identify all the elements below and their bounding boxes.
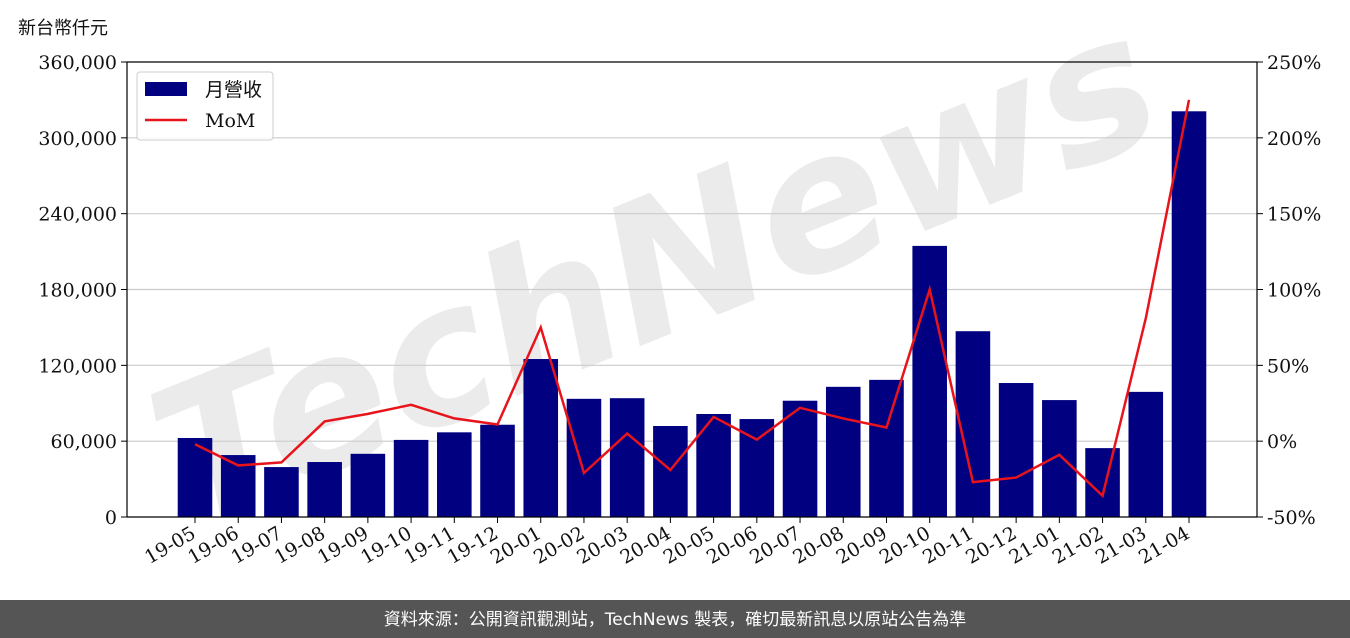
bar (566, 398, 602, 517)
y2-tick-label: 200% (1267, 128, 1321, 150)
y-tick-label: 120,000 (38, 355, 117, 377)
bar (609, 398, 645, 517)
y-tick-label: 180,000 (38, 280, 117, 302)
y2-tick-label: -50% (1267, 507, 1316, 529)
y2-tick-label: 0% (1267, 431, 1297, 453)
y-tick-label: 60,000 (51, 431, 117, 453)
bar (350, 453, 386, 517)
bar (523, 359, 559, 517)
y2-tick-label: 150% (1267, 204, 1321, 226)
y2-tick-label: 100% (1267, 280, 1321, 302)
bar (955, 331, 991, 517)
bar (1085, 448, 1120, 517)
legend-label: 月營收 (205, 79, 262, 101)
y-tick-label: 300,000 (38, 128, 117, 150)
bar (393, 439, 429, 517)
line (194, 99, 1191, 499)
bar (1042, 400, 1077, 517)
bar (1171, 111, 1207, 518)
bar (998, 383, 1034, 517)
bar (1128, 391, 1164, 517)
bar (696, 413, 731, 517)
bar (480, 424, 515, 517)
y-tick-label: 240,000 (38, 204, 117, 226)
legend-swatch (145, 82, 187, 96)
y2-tick-label: 50% (1267, 355, 1309, 377)
bar (782, 400, 818, 517)
y-tick-label: 360,000 (38, 52, 117, 74)
plot-frame (126, 61, 1258, 518)
y2-tick-label: 250% (1267, 52, 1321, 74)
bar (825, 386, 861, 517)
footer-band (0, 600, 1350, 638)
bar (739, 419, 775, 517)
bar (264, 467, 299, 517)
y-tick-label: 0 (105, 507, 117, 529)
bar (307, 462, 342, 517)
y-axis-label: 新台幣仟元 (18, 18, 108, 39)
bar (437, 432, 472, 517)
legend-label: MoM (205, 110, 255, 132)
x-tick-label: 21-04 (1135, 522, 1193, 568)
bar (869, 379, 904, 517)
footer-text: 資料來源：公開資訊觀測站，TechNews 製表，確切最新訊息以原站公告為準 (384, 610, 966, 630)
